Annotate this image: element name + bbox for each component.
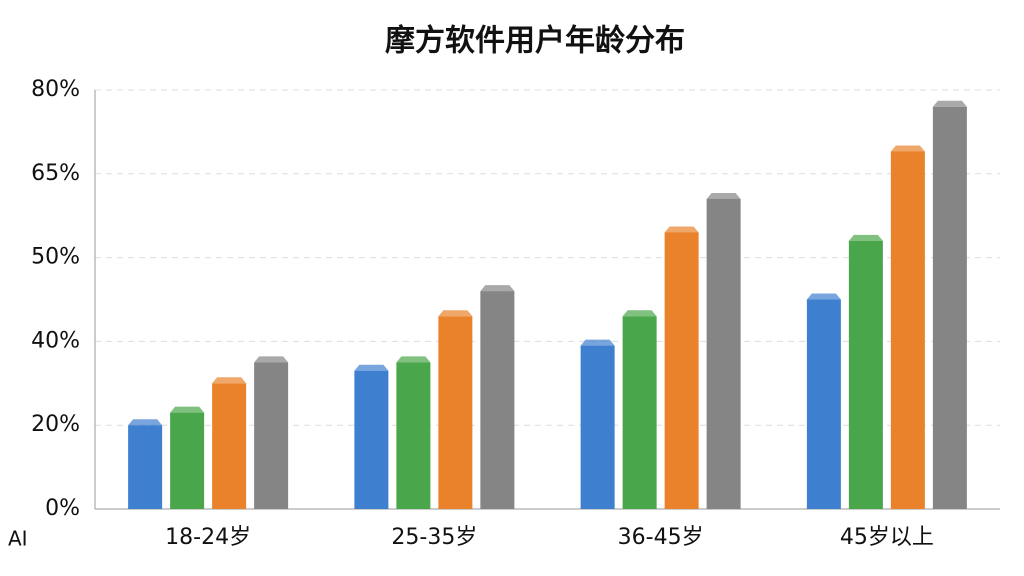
bar-cap [706,192,741,199]
bar [706,198,741,509]
chart-title: 摩方软件用户年龄分布 [385,24,685,59]
bar-cap [438,310,473,317]
bar-cap [170,406,205,413]
y-tick-label: 20% [31,412,80,437]
bar-cap [128,419,163,426]
watermark: AI [8,527,28,551]
bar [170,412,205,509]
bar [128,425,163,509]
bar-cap [212,377,247,384]
y-tick-label: 0% [45,496,80,521]
bar [396,362,431,509]
bar [622,316,657,509]
bar-cap [254,356,289,363]
y-tick-label: 80% [31,77,80,102]
bar-cap [480,285,515,292]
bar-cap [396,356,431,363]
bar-cap [806,293,841,300]
bar [664,232,699,509]
x-tick-label: 18-24岁 [165,525,251,550]
bar [580,345,615,509]
bar-cap [848,234,883,241]
y-tick-label: 65% [31,161,80,186]
bar-cap [890,145,925,152]
y-tick-label: 50% [31,245,80,270]
y-tick-label: 40% [31,328,80,353]
bar [438,316,473,509]
bar-cap [622,310,657,317]
x-tick-label: 36-45岁 [618,525,704,550]
bar [254,362,289,509]
bar [806,299,841,509]
bar [354,370,389,509]
x-tick-label: 45岁以上 [840,525,934,550]
bar-cap [580,339,615,346]
bar [480,291,515,509]
bar-cap [932,100,967,107]
bar-cap [664,226,699,233]
x-tick-label: 25-35岁 [391,525,477,550]
bar [932,106,967,509]
bar [212,383,247,509]
bar-cap [354,364,389,371]
bar [848,240,883,509]
bar [890,151,925,509]
